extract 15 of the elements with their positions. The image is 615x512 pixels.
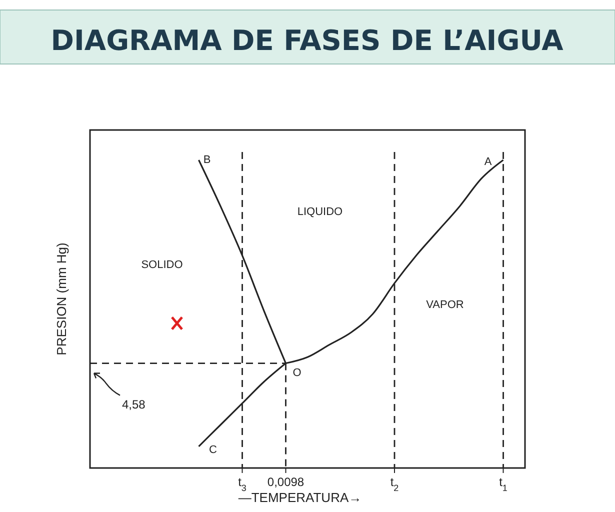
- chart-title: DIAGRAMA DE FASES DE L’AIGUA: [50, 24, 564, 57]
- annotation: A: [484, 156, 492, 168]
- annotation: 4,58: [122, 397, 146, 412]
- x-tick-label: 0,0098: [267, 475, 304, 489]
- x-axis-title: —TEMPERATURA→: [238, 490, 362, 505]
- y-axis-title: PRESION (mm Hg): [54, 242, 69, 356]
- annotation: SOLIDO: [141, 258, 184, 271]
- x-tick-label: t$_{1}$: [499, 475, 508, 493]
- annotation: VAPOR: [426, 298, 464, 311]
- x-tick-label: t$_{2}$: [390, 475, 399, 493]
- annotation: O: [292, 366, 302, 379]
- x-tick-label: t$_{3}$: [238, 475, 246, 493]
- annotation: C: [209, 444, 218, 456]
- annotation: B: [203, 154, 211, 166]
- annotation: LIQUIDO: [297, 206, 344, 218]
